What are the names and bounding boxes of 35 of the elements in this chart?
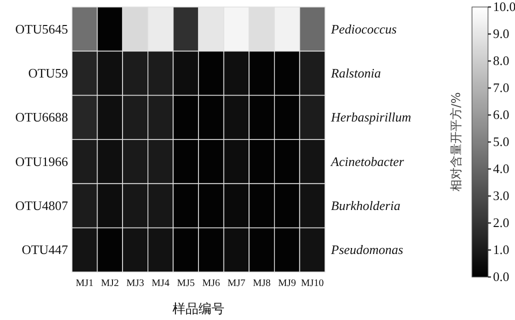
x-tick-label: MJ3 [126, 278, 144, 290]
x-tick-label: MJ9 [278, 278, 296, 290]
y-tick-label: OTU447 [22, 242, 68, 258]
y-tick-label: OTU1966 [15, 154, 68, 169]
x-tick-label: MJ5 [176, 278, 195, 290]
x-tick-label: MJ10 [300, 278, 324, 290]
x-tick-label: MJ2 [101, 278, 119, 290]
color-bar-label: 9.0 [493, 26, 510, 42]
x-tick-label: MJ4 [152, 278, 170, 290]
y2-tick-label: Acinetobacter [330, 154, 405, 169]
y-tick-label: OTU6688 [15, 110, 68, 125]
x-tick-label: MJ1 [76, 278, 94, 290]
color-bar-label: 0.0 [493, 269, 510, 284]
color-bar-label: 3.0 [493, 188, 510, 204]
y-tick-label: OTU5645 [15, 21, 68, 36]
color-bar-label: 4.0 [493, 161, 510, 176]
y2-tick-label: Herbaspirillum [330, 110, 412, 125]
x-axis-title: 样品编号 [172, 302, 224, 317]
y2-tick-label: Pediococcus [330, 21, 397, 36]
color-bar-label: 8.0 [493, 53, 510, 68]
x-tick-label: MJ8 [252, 278, 271, 290]
color-bar-label: 5.0 [493, 134, 510, 150]
y2-tick-label: Pseudomonas [330, 242, 404, 258]
color-bar-label: 6.0 [493, 107, 510, 122]
y-tick-label: OTU4807 [15, 198, 68, 213]
y2-tick-label: Ralstonia [330, 65, 382, 80]
y-tick-label: OTU59 [28, 65, 68, 80]
color-bar-label: 7.0 [493, 80, 510, 96]
color-bar-label: 2.0 [493, 215, 510, 230]
x-tick-label: MJ7 [228, 278, 246, 290]
color-bar-label: 10.0 [493, 0, 515, 14]
x-tick-label: MJ6 [202, 278, 220, 290]
y2-tick-label: Burkholderia [331, 198, 401, 213]
color-bar-title: 相对含量开平方/% [449, 92, 463, 192]
color-bar-label: 1.0 [493, 242, 510, 258]
